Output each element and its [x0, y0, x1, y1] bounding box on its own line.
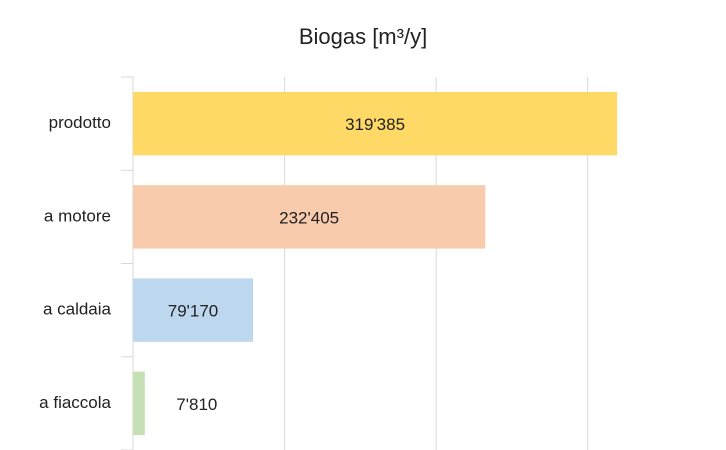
data-label: 79'170 [168, 302, 219, 321]
bar [133, 91, 618, 156]
chart-title: Biogas [m³/y] [299, 24, 427, 49]
bar [133, 278, 254, 342]
data-label: 319'385 [345, 115, 405, 134]
y-tick-label: a fiaccola [39, 393, 111, 412]
y-tick-label: a motore [44, 206, 111, 225]
y-tick-label: prodotto [49, 113, 111, 132]
data-label: 7'810 [176, 395, 217, 414]
bar [133, 185, 486, 249]
data-label: 232'405 [279, 208, 339, 227]
bar [133, 371, 145, 436]
y-tick-label: a caldaia [43, 300, 112, 319]
